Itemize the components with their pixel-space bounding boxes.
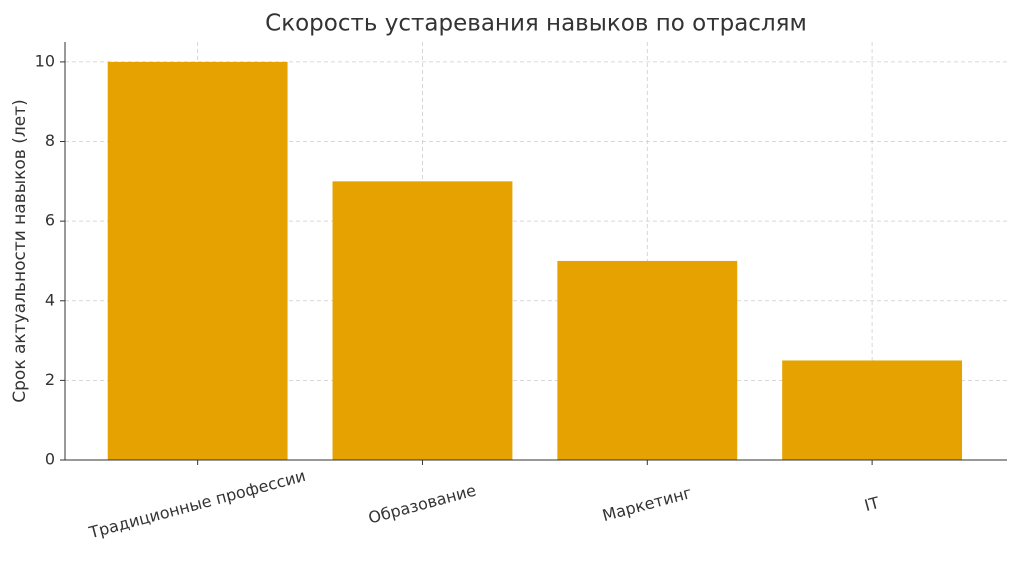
y-tick-label: 2: [45, 370, 55, 389]
y-tick-label: 10: [35, 51, 55, 70]
bar: [557, 260, 738, 460]
x-tick-label: Образование: [366, 481, 478, 528]
y-tick-label: 6: [45, 211, 55, 230]
y-tick-label: 4: [45, 290, 55, 309]
x-tick-label: Маркетинг: [600, 483, 694, 525]
x-tick-label: Традиционные профессии: [86, 466, 307, 542]
bar: [107, 61, 288, 461]
y-tick-label: 0: [45, 450, 55, 469]
x-tick-label: IT: [862, 493, 881, 515]
y-tick-label: 8: [45, 131, 55, 150]
y-axis-label: Срок актуальности навыков (лет): [10, 99, 30, 402]
bar: [332, 181, 513, 461]
chart-title: Скорость устаревания навыков по отраслям: [265, 11, 807, 37]
bar: [782, 360, 963, 460]
